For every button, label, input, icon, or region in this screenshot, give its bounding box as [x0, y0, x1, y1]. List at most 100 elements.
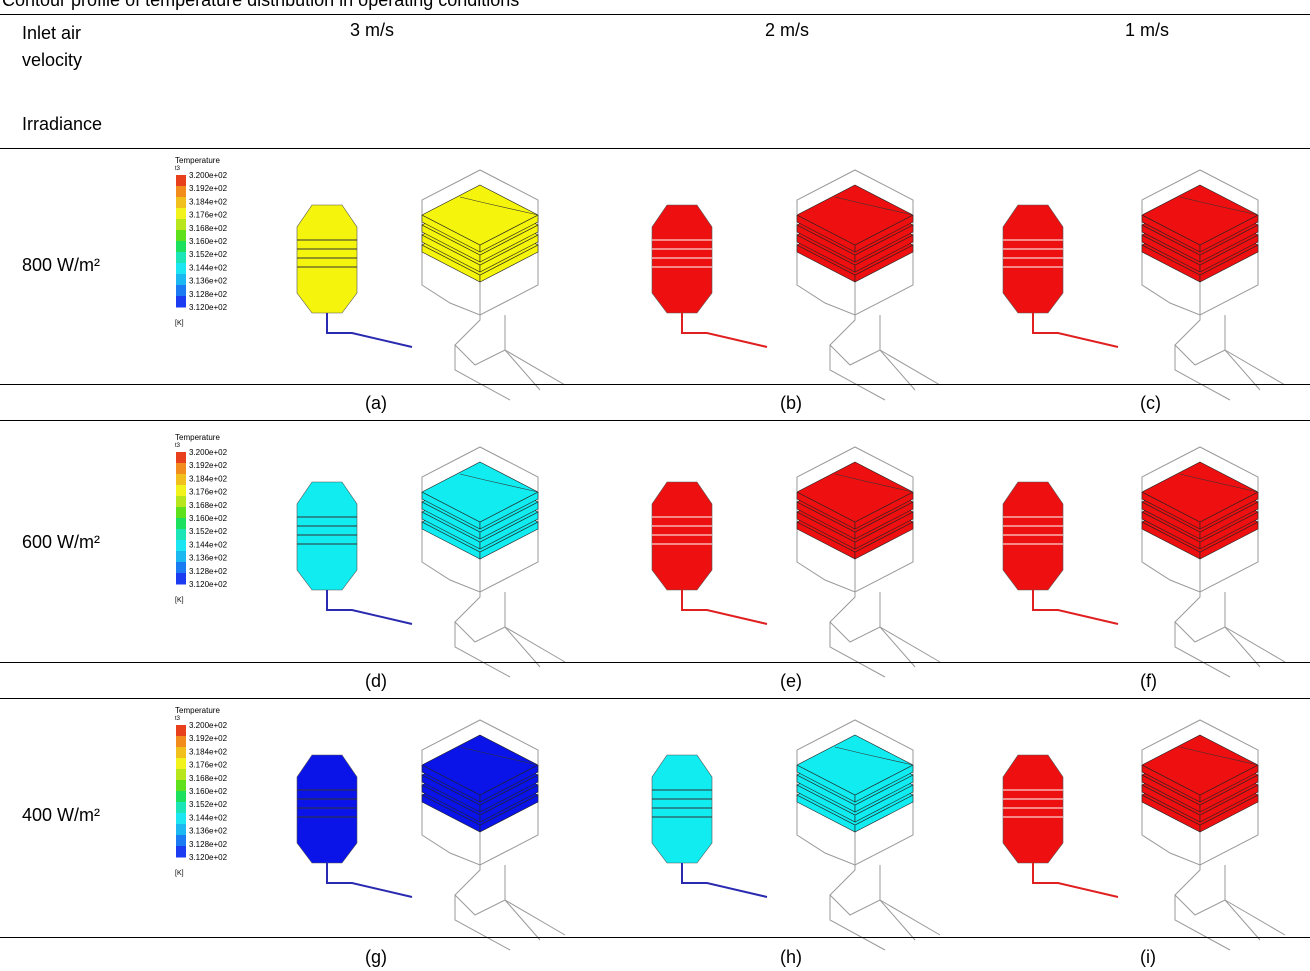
legend-tick: 3.168e+02 — [189, 224, 228, 233]
legend-tick: 3.152e+02 — [189, 250, 228, 259]
legend-swatch — [176, 496, 186, 508]
legend-swatch — [176, 285, 186, 297]
legend-swatch — [176, 573, 186, 585]
legend-tick: 3.184e+02 — [189, 474, 228, 483]
pipe — [682, 863, 767, 897]
rule — [0, 937, 1310, 938]
legend-tick: 3.192e+02 — [189, 734, 228, 743]
legend-tick: 3.120e+02 — [189, 853, 228, 862]
panel-caption: (d) — [365, 671, 387, 692]
iso-view — [422, 720, 565, 950]
iso-view — [1142, 170, 1285, 400]
legend-swatch — [176, 835, 186, 847]
legend-title: Temperature — [175, 433, 220, 442]
rule — [0, 698, 1310, 699]
legend-tick: 3.168e+02 — [189, 501, 228, 510]
legend-swatch — [176, 824, 186, 836]
column-header: 3 m/s — [350, 20, 394, 41]
legend-swatch — [176, 197, 186, 209]
legend-swatch — [176, 769, 186, 781]
legend-tick: 3.160e+02 — [189, 514, 228, 523]
flat-view — [1003, 205, 1118, 347]
legend-tick: 3.184e+02 — [189, 197, 228, 206]
legend-tick: 3.144e+02 — [189, 813, 228, 822]
legend-tick: 3.160e+02 — [189, 237, 228, 246]
legend-tick: 3.152e+02 — [189, 800, 228, 809]
legend-tick: 3.176e+02 — [189, 211, 228, 220]
legend-swatch — [176, 230, 186, 242]
collector — [652, 482, 712, 590]
flat-view — [652, 205, 767, 347]
legend-swatch — [176, 780, 186, 792]
legend-swatch — [176, 274, 186, 286]
panel-caption: (b) — [780, 393, 802, 414]
legend-swatch — [176, 846, 186, 858]
legend-tick: 3.200e+02 — [189, 171, 228, 180]
legend-tick: 3.136e+02 — [189, 827, 228, 836]
row-label: 800 W/m² — [22, 255, 100, 276]
collector — [297, 482, 357, 590]
legend-swatch — [176, 208, 186, 220]
legend-tick: 3.192e+02 — [189, 461, 228, 470]
legend-swatch — [176, 263, 186, 275]
legend-title: Temperature — [175, 706, 220, 715]
frame — [880, 865, 940, 935]
legend-swatch — [176, 186, 186, 198]
collector — [297, 205, 357, 313]
pipe — [1033, 590, 1118, 624]
row-label: 400 W/m² — [22, 805, 100, 826]
legend-swatch — [176, 540, 186, 552]
panel-caption: (e) — [780, 671, 802, 692]
panel-caption: (f) — [1140, 671, 1157, 692]
legend-swatch — [176, 725, 186, 737]
legend-tick: 3.144e+02 — [189, 540, 228, 549]
iso-view — [797, 170, 940, 400]
row-label: 600 W/m² — [22, 532, 100, 553]
rule — [0, 420, 1310, 421]
page: Contour profile of temperature distribut… — [0, 0, 1310, 971]
frame — [1225, 592, 1285, 662]
legend-tick: 3.176e+02 — [189, 488, 228, 497]
legend-swatch — [176, 241, 186, 253]
pipe — [1033, 863, 1118, 897]
legend-swatch — [176, 463, 186, 475]
panel-caption: (i) — [1140, 947, 1156, 968]
legend-swatch — [176, 529, 186, 541]
legend-tick: 3.128e+02 — [189, 290, 228, 299]
flat-view — [297, 482, 412, 624]
legend-unit: [K] — [175, 320, 184, 327]
legend-unit: [K] — [175, 870, 184, 877]
iso-view — [1142, 720, 1285, 950]
flat-view — [652, 755, 767, 897]
legend-tick: 3.184e+02 — [189, 747, 228, 756]
legend-subtitle: t3 — [175, 166, 181, 172]
frame — [880, 592, 940, 662]
legend-swatch — [176, 791, 186, 803]
legend-swatch — [176, 736, 186, 748]
legend-subtitle: t3 — [175, 716, 181, 722]
column-header: 2 m/s — [765, 20, 809, 41]
legend-swatch — [176, 747, 186, 759]
pipe — [1033, 313, 1118, 347]
pipe — [682, 590, 767, 624]
legend-tick: 3.144e+02 — [189, 263, 228, 272]
flat-view — [297, 205, 412, 347]
legend-swatch — [176, 474, 186, 486]
pipe — [327, 590, 412, 624]
collector — [1003, 205, 1063, 313]
frame — [880, 315, 940, 385]
iso-view — [422, 447, 565, 677]
legend-tick: 3.136e+02 — [189, 554, 228, 563]
legend-tick: 3.176e+02 — [189, 761, 228, 770]
flat-view — [1003, 755, 1118, 897]
legend-swatch — [176, 452, 186, 464]
legend-tick: 3.128e+02 — [189, 840, 228, 849]
legend-title: Temperature — [175, 156, 220, 165]
iso-view — [1142, 447, 1285, 677]
legend-swatch — [176, 551, 186, 563]
legend-swatch — [176, 175, 186, 187]
legend-swatch — [176, 296, 186, 308]
rule — [0, 662, 1310, 663]
pipe — [682, 313, 767, 347]
legend-swatch — [176, 507, 186, 519]
